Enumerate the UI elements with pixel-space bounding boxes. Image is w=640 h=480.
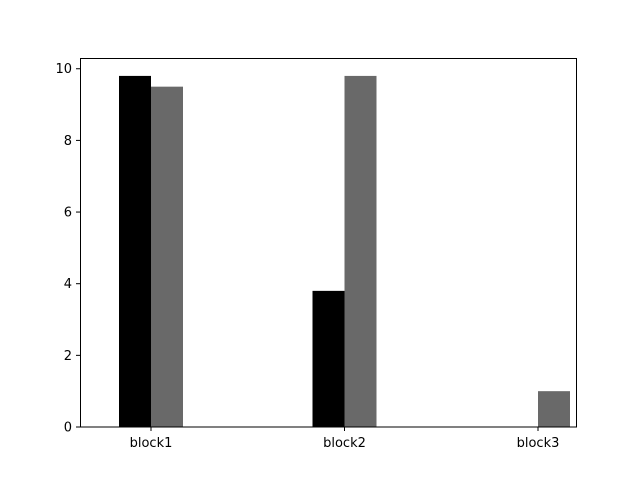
bar-series1-block1 (119, 75, 151, 427)
x-tick-label-block3: block3 (517, 436, 560, 451)
x-tick-label-block2: block2 (323, 436, 366, 451)
x-axis: block1 block2 block3 (130, 427, 560, 451)
y-tick-label: 10 (55, 62, 72, 77)
y-tick-label: 8 (64, 134, 72, 149)
bar-series2-block2 (344, 75, 377, 427)
plot-frame (80, 58, 577, 428)
y-tick-label: 6 (64, 206, 72, 221)
bar-series1-block2 (312, 290, 345, 427)
bar-series2-block3 (538, 391, 570, 427)
bar-series2-block1 (151, 86, 183, 428)
bars-layer (119, 75, 570, 428)
y-axis: 0 2 4 6 8 10 (55, 62, 80, 436)
y-tick-label: 4 (64, 277, 72, 292)
x-tick-label-block1: block1 (130, 436, 173, 451)
y-tick-label: 0 (64, 421, 72, 436)
y-tick-label: 2 (64, 349, 72, 364)
